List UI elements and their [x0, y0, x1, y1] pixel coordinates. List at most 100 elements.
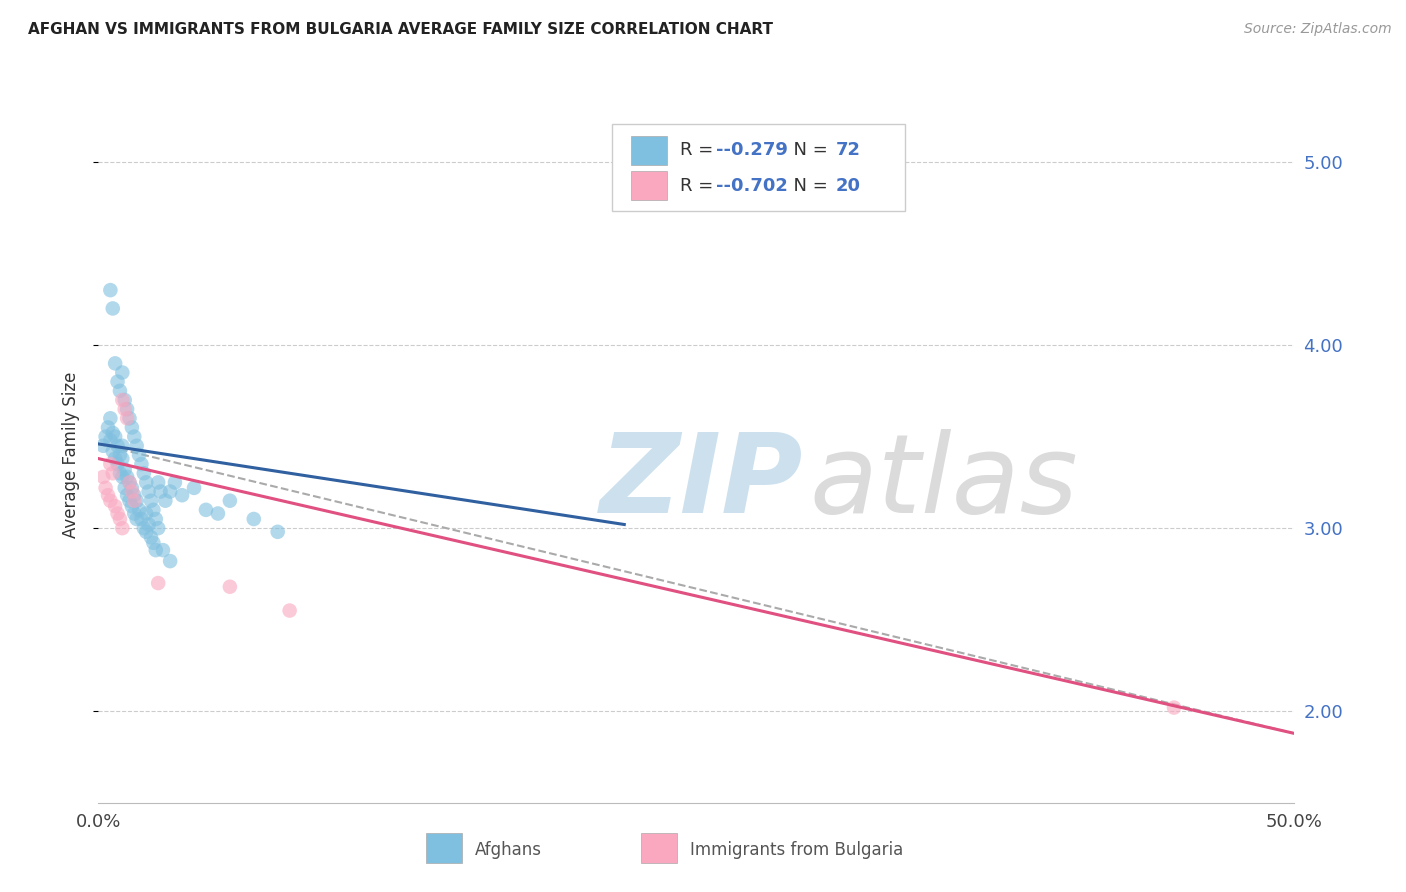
Text: Immigrants from Bulgaria: Immigrants from Bulgaria: [690, 841, 903, 859]
Point: [139, 530, 162, 544]
Point: [194, 503, 218, 517]
Point: [148, 475, 170, 490]
Point: [111, 521, 134, 535]
Point: [121, 481, 143, 495]
Point: [148, 521, 170, 535]
Point: [114, 402, 136, 417]
Point: [118, 475, 141, 490]
Point: [135, 507, 157, 521]
Point: [124, 507, 146, 521]
Point: [115, 402, 138, 417]
Point: [159, 554, 181, 568]
Point: [108, 467, 131, 481]
Point: [107, 457, 129, 471]
FancyBboxPatch shape: [631, 136, 668, 165]
Point: [101, 425, 124, 440]
Point: [121, 484, 143, 499]
Point: [142, 536, 165, 550]
Point: [121, 420, 143, 434]
Point: [125, 493, 148, 508]
Text: --0.702: --0.702: [716, 177, 789, 194]
Point: [98, 283, 122, 297]
Point: [111, 439, 134, 453]
Point: [97, 420, 120, 434]
Point: [115, 488, 138, 502]
Point: [91, 470, 114, 484]
Point: [132, 521, 155, 535]
Point: [98, 457, 122, 471]
Point: [145, 543, 167, 558]
Point: [118, 475, 141, 490]
Point: [125, 439, 148, 453]
Point: [1163, 700, 1185, 714]
Point: [163, 475, 186, 490]
Point: [121, 499, 143, 513]
Point: [94, 481, 117, 495]
Point: [104, 429, 127, 443]
Point: [138, 484, 160, 499]
FancyBboxPatch shape: [641, 833, 676, 863]
Point: [149, 484, 172, 499]
Point: [104, 499, 127, 513]
Point: [98, 411, 122, 425]
Point: [114, 392, 136, 407]
Point: [107, 507, 129, 521]
Text: R =: R =: [681, 177, 720, 194]
Text: R =: R =: [681, 141, 720, 160]
Point: [111, 470, 134, 484]
Text: atlas: atlas: [810, 429, 1078, 536]
Point: [135, 524, 157, 539]
Point: [131, 457, 153, 471]
Point: [118, 411, 141, 425]
Point: [278, 603, 301, 617]
Text: AFGHAN VS IMMIGRANTS FROM BULGARIA AVERAGE FAMILY SIZE CORRELATION CHART: AFGHAN VS IMMIGRANTS FROM BULGARIA AVERA…: [28, 22, 773, 37]
Point: [97, 488, 120, 502]
Text: Afghans: Afghans: [475, 841, 541, 859]
Point: [128, 448, 150, 462]
Point: [108, 448, 131, 462]
Point: [111, 366, 134, 380]
Text: N =: N =: [782, 177, 834, 194]
Point: [108, 384, 131, 398]
Point: [152, 543, 174, 558]
Text: ZIP: ZIP: [600, 429, 804, 536]
Point: [124, 488, 146, 502]
Point: [115, 411, 138, 425]
Y-axis label: Average Family Size: Average Family Size: [62, 372, 80, 538]
Point: [101, 444, 124, 458]
Point: [219, 493, 242, 508]
Point: [111, 451, 134, 466]
Point: [111, 392, 134, 407]
Point: [94, 429, 117, 443]
Point: [148, 576, 170, 591]
Point: [104, 356, 127, 370]
Point: [183, 481, 205, 495]
Point: [159, 484, 181, 499]
Point: [145, 512, 167, 526]
Point: [114, 481, 136, 495]
Text: --0.279: --0.279: [716, 141, 789, 160]
Point: [124, 493, 146, 508]
Point: [114, 462, 136, 476]
Point: [101, 301, 124, 316]
Point: [104, 451, 127, 466]
Point: [118, 493, 141, 508]
FancyBboxPatch shape: [426, 833, 461, 863]
Point: [108, 512, 131, 526]
Point: [107, 375, 129, 389]
Text: 72: 72: [835, 141, 860, 160]
FancyBboxPatch shape: [613, 124, 905, 211]
Point: [115, 470, 138, 484]
Point: [243, 512, 266, 526]
Point: [132, 467, 155, 481]
Point: [172, 488, 194, 502]
Point: [124, 429, 146, 443]
Point: [139, 493, 162, 508]
Point: [207, 507, 229, 521]
Point: [91, 439, 114, 453]
Point: [138, 517, 160, 532]
Text: N =: N =: [782, 141, 834, 160]
Point: [155, 493, 177, 508]
Point: [98, 434, 122, 448]
Text: 20: 20: [835, 177, 860, 194]
